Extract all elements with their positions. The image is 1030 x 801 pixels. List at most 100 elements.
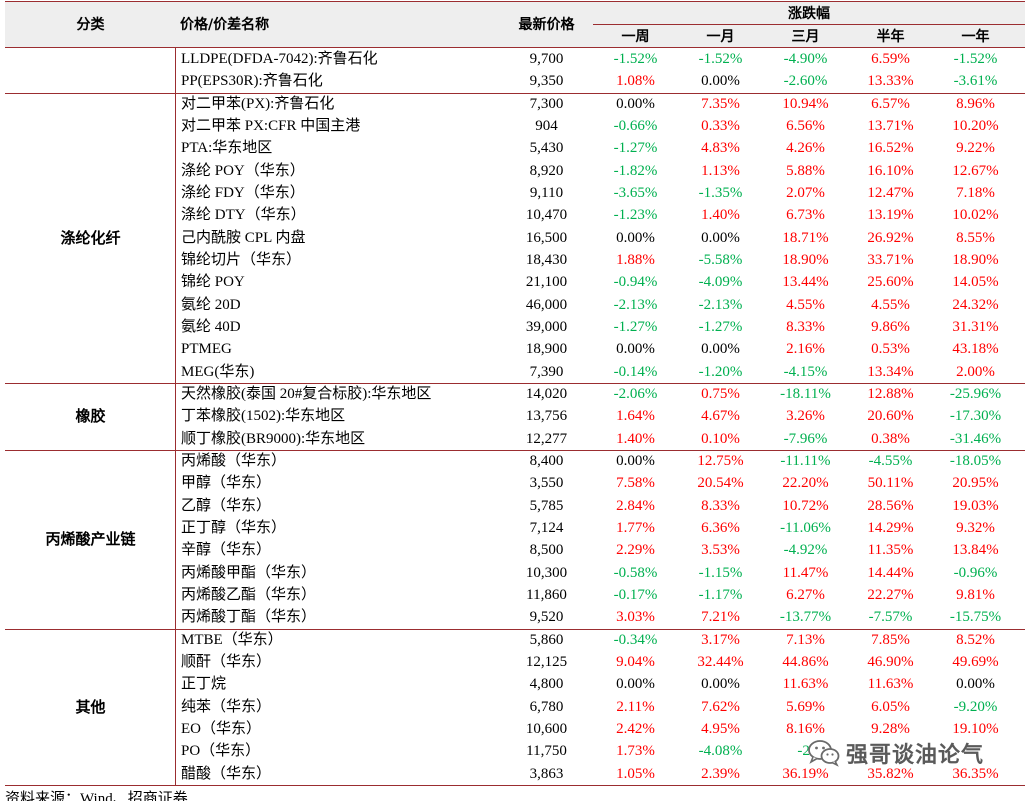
change-month-cell: -1.27%	[698, 319, 743, 336]
table-row: EO（华东） 10,600 2.42% 4.95% 8.16% 9.28% 19.10%	[5, 718, 1025, 740]
change-half-year-cell: 28.56%	[867, 497, 914, 514]
product-name-cell: 辛醇（华东）	[181, 542, 272, 559]
change-half-year-cell: 0.38%	[871, 430, 910, 447]
change-half-year-cell: 25.60%	[867, 274, 914, 291]
latest-price-cell: 21,100	[525, 274, 568, 291]
latest-price-cell: 10,600	[525, 721, 568, 737]
watermark-text: 强哥谈油论气	[846, 743, 985, 768]
table-row: 辛醇（华东） 8,500 2.29% 3.53% -4.92% 11.35% 13.84%	[5, 539, 1025, 561]
latest-price-cell: 18,430	[525, 252, 568, 269]
latest-price-cell: 4,800	[529, 676, 564, 693]
source-note: 资料来源：Wind、招商证券	[5, 791, 188, 801]
change-quarter-cell: 44.86%	[782, 654, 829, 671]
change-half-year-cell: 16.52%	[867, 140, 914, 157]
header-period-quarter: 三月	[763, 25, 848, 48]
change-year-cell: 24.32%	[952, 296, 999, 313]
latest-price-cell: 5,430	[529, 140, 564, 157]
change-year-cell: -3.61%	[953, 73, 998, 90]
change-month-cell: 1.13%	[701, 162, 740, 179]
change-year-cell: 0.00%	[956, 676, 995, 693]
change-month-cell: -2.13%	[698, 296, 743, 313]
change-year-cell: 10.02%	[952, 207, 999, 224]
change-week-cell: 0.00%	[593, 93, 678, 115]
change-week-cell: 1.64%	[616, 408, 655, 425]
change-year-cell: 7.18%	[956, 185, 995, 202]
change-week-cell: -1.52%	[613, 51, 658, 68]
change-month-cell: 7.21%	[701, 609, 740, 626]
change-month-cell: 32.44%	[697, 654, 744, 671]
product-name-cell: 涤纶 POY（华东）	[181, 162, 305, 179]
change-week-cell: 7.58%	[616, 475, 655, 492]
change-half-year-cell: 20.60%	[867, 408, 914, 425]
change-half-year-cell: 14.44%	[867, 564, 914, 581]
latest-price-cell: 14,020	[500, 383, 593, 405]
change-quarter-cell: 7.13%	[763, 629, 848, 651]
table-row: 醋酸（华东） 3,863 1.05% 2.39% 36.19% 35.82% 36.35%	[5, 763, 1025, 785]
change-month-cell: 4.67%	[701, 408, 740, 425]
category-cell: 丙烯酸产业链	[5, 450, 176, 629]
change-quarter-cell: 2.07%	[786, 185, 825, 202]
table-row: 甲醇（华东） 3,550 7.58% 20.54% 22.20% 50.11% 20.95%	[5, 472, 1025, 494]
change-half-year-cell: 46.90%	[867, 654, 914, 671]
change-half-year-cell: 22.27%	[867, 587, 914, 604]
change-quarter-cell: 11.47%	[782, 564, 829, 581]
product-name-cell: PO（华东）	[181, 743, 261, 760]
header-period-week: 一周	[593, 25, 678, 48]
change-month-cell: 0.00%	[701, 341, 740, 358]
change-week-cell: -0.94%	[613, 274, 658, 291]
product-name-cell: 丁苯橡胶(1502):华东地区	[181, 408, 346, 425]
change-quarter-cell: -7.96%	[783, 430, 828, 447]
change-quarter-cell: 2.16%	[786, 341, 825, 358]
change-quarter-cell: 3.26%	[786, 408, 825, 425]
change-half-year-cell: 9.28%	[871, 721, 910, 737]
change-week-cell: -2.06%	[593, 383, 678, 405]
table-row: 顺酐（华东） 12,125 9.04% 32.44% 44.86% 46.90% 49.69…	[5, 651, 1025, 673]
change-year-cell: 14.05%	[952, 274, 999, 291]
product-name-cell: 正丁烷	[181, 676, 227, 693]
table-row: 涤纶 FDY（华东） 9,110 -3.65% -1.35% 2.07% 12.47% 7.…	[5, 182, 1025, 204]
change-year-cell: 20.95%	[952, 475, 999, 492]
change-week-cell: 1.88%	[616, 252, 655, 269]
latest-price-cell: 12,277	[525, 430, 568, 447]
table-row: 涤纶 POY（华东） 8,920 -1.82% 1.13% 5.88% 16.10% 12.…	[5, 160, 1025, 182]
change-year-cell: 9.32%	[956, 520, 995, 537]
change-week-cell: -0.34%	[593, 629, 678, 651]
change-half-year-cell: 26.92%	[867, 229, 914, 246]
change-month-cell: 0.00%	[701, 676, 740, 693]
table-row: PP(EPS30R):齐鲁石化 9,350 1.08% 0.00% -2.60% 13.3…	[5, 70, 1025, 92]
product-name-cell: 天然橡胶(泰国 20#复合标胶):华东地区	[176, 383, 500, 405]
change-year-cell: 13.84%	[952, 542, 999, 559]
product-name-cell: 氨纶 20D	[181, 296, 241, 313]
table-row: 丙烯酸产业链 丙烯酸（华东） 8,400 0.00% 12.75% -11.11% -4.5…	[5, 450, 1025, 548]
change-year-cell: 9.81%	[956, 587, 995, 604]
latest-price-cell: 46,000	[525, 296, 568, 313]
change-quarter-cell: 11.63%	[782, 676, 829, 693]
latest-price-cell: 3,550	[529, 475, 564, 492]
change-month-cell: -1.20%	[698, 363, 743, 380]
latest-price-cell: 7,300	[500, 93, 593, 115]
wechat-icon	[808, 740, 840, 767]
header-latest-price: 最新价格	[500, 2, 593, 48]
latest-price-cell: 11,750	[526, 743, 567, 760]
latest-price-cell: 9,110	[529, 185, 564, 202]
change-week-cell: 2.29%	[616, 542, 655, 559]
change-quarter-cell: -11.11%	[763, 450, 848, 472]
change-half-year-cell: 4.55%	[871, 296, 910, 313]
latest-price-cell: 16,500	[525, 229, 568, 246]
change-month-cell: 0.00%	[701, 229, 740, 246]
table-row: 对二甲苯 PX:CFR 中国主港 904 -0.66% 0.33% 6.56% 13.71…	[5, 115, 1025, 137]
latest-price-cell: 12,125	[525, 654, 568, 671]
change-half-year-cell: 0.53%	[871, 341, 910, 358]
latest-price-cell: 6,780	[529, 698, 564, 715]
table-body: LLDPE(DFDA-7042):齐鲁石化 9,700 -1.52% -1.52% -4…	[5, 48, 1025, 785]
change-year-cell: 19.10%	[952, 721, 999, 737]
change-year-cell: 36.35%	[952, 765, 999, 782]
latest-price-cell: 5,860	[500, 629, 593, 651]
change-year-cell: 18.90%	[952, 252, 999, 269]
change-quarter-cell: 36.19%	[782, 765, 829, 782]
category-cell: 其他	[5, 629, 176, 785]
table-row: 己内酰胺 CPL 内盘 16,500 0.00% 0.00% 18.71% 26.92% 8…	[5, 227, 1025, 249]
change-month-cell: 0.00%	[701, 73, 740, 90]
change-month-cell: 0.75%	[678, 383, 763, 405]
header-name: 价格/价差名称	[176, 2, 500, 48]
